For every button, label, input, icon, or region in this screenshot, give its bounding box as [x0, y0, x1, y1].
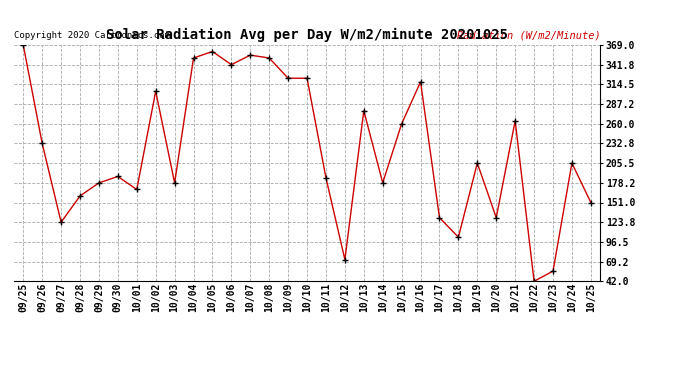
- Text: Radiation (W/m2/Minute): Radiation (W/m2/Minute): [457, 30, 600, 40]
- Text: Copyright 2020 Cartronics.com: Copyright 2020 Cartronics.com: [14, 31, 170, 40]
- Title: Solar Radiation Avg per Day W/m2/minute 20201025: Solar Radiation Avg per Day W/m2/minute …: [106, 28, 508, 42]
